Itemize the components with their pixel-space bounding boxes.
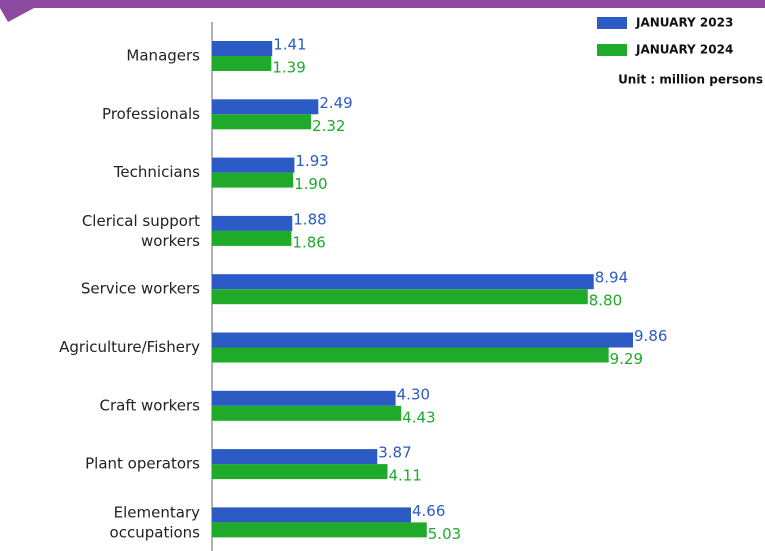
legend-label: JANUARY 2023 [635, 16, 733, 30]
category-label: Plant operators [85, 455, 200, 473]
bar [212, 449, 378, 465]
value-label: 4.30 [397, 385, 430, 403]
bar [212, 274, 594, 290]
category-label: Elementary occupations [110, 503, 201, 541]
legend-swatch [597, 44, 627, 56]
category-label: Craft workers [100, 396, 201, 414]
category-label: Agriculture/Fishery [59, 338, 200, 356]
unit-note: Unit : million persons [618, 73, 763, 87]
bar [212, 99, 319, 115]
bar [212, 114, 312, 130]
legend-swatch [597, 17, 627, 29]
value-label: 1.41 [273, 36, 306, 54]
category-label: Service workers [81, 280, 200, 298]
bar [212, 157, 295, 173]
category-label: Clerical support workers [82, 211, 200, 249]
value-label: 1.39 [272, 59, 305, 77]
legend-label: JANUARY 2024 [635, 43, 733, 57]
value-label: 9.86 [634, 327, 667, 345]
category-label: Technicians [113, 163, 200, 181]
bar [212, 289, 588, 305]
value-label: 8.80 [589, 292, 622, 310]
bar [212, 332, 634, 348]
bar [212, 507, 411, 523]
value-label: 1.88 [293, 210, 326, 228]
bar [212, 215, 293, 231]
bar [212, 41, 273, 56]
bar [212, 405, 402, 421]
value-label: 2.49 [319, 94, 352, 112]
value-label: 2.32 [312, 117, 345, 135]
category-label: Professionals [102, 105, 200, 123]
value-label: 3.87 [378, 444, 411, 462]
value-label: 8.94 [595, 269, 628, 287]
bar [212, 522, 427, 538]
banner [0, 0, 765, 8]
value-label: 4.66 [412, 502, 445, 520]
value-label: 9.29 [610, 350, 643, 368]
bar [212, 464, 388, 480]
bar [212, 172, 294, 188]
bar [212, 56, 272, 71]
value-label: 4.11 [388, 467, 421, 485]
value-label: 1.93 [295, 152, 328, 170]
category-label: Managers [126, 47, 200, 65]
banner-tab [0, 8, 34, 22]
bar [212, 230, 292, 246]
value-label: 1.86 [292, 233, 325, 251]
value-label: 4.43 [402, 408, 435, 426]
value-label: 1.90 [294, 175, 327, 193]
bar [212, 347, 609, 363]
value-label: 5.03 [428, 525, 461, 543]
bar [212, 390, 396, 406]
